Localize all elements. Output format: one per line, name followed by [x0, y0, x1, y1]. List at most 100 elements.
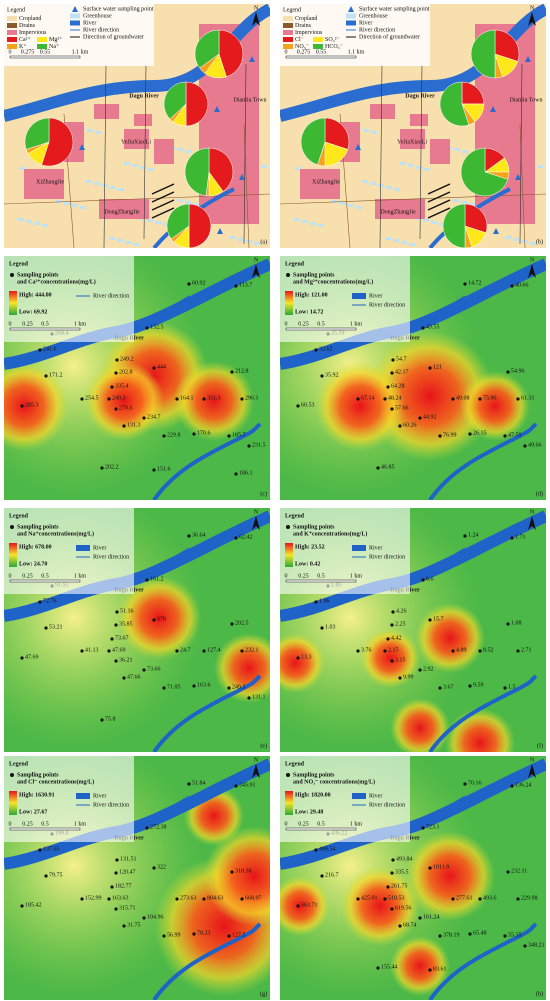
point-label: 510.53 [388, 895, 405, 901]
scale-label: 0 [285, 573, 288, 579]
greenhouse [86, 180, 92, 183]
legend-label: Direction of groundwater [83, 33, 144, 40]
sampling-point [240, 397, 244, 401]
legend-high: High: 444.00 [19, 292, 52, 298]
place-name: YeJiaXiaoLi [397, 139, 427, 145]
legend-label: and Mg²⁺concentrations(mg/L) [293, 278, 373, 285]
sampling-point [239, 174, 245, 180]
point-label: 76.99 [443, 432, 457, 438]
greenhouse [94, 182, 100, 185]
sampling-point [187, 282, 191, 286]
sampling-point [114, 407, 118, 411]
place-name: DongZhangJie [104, 209, 140, 215]
point-label: 2.25 [395, 621, 406, 627]
greenhouse [18, 218, 24, 221]
greenhouse [423, 219, 429, 222]
legend-title: Legend [9, 513, 29, 519]
sampling-point [107, 649, 111, 653]
north-arrow [528, 12, 536, 26]
point-label: 120.47 [119, 869, 136, 875]
sampling-point [187, 534, 191, 538]
hotspot [214, 633, 270, 703]
point-label: 2.71 [521, 647, 532, 653]
river [4, 4, 270, 122]
hotspot [390, 936, 450, 996]
flow-arrow [439, 795, 466, 812]
greenhouse [102, 184, 108, 187]
greenhouse [125, 241, 131, 244]
sampling-point [296, 404, 300, 408]
legend-symbol [70, 20, 80, 26]
legend-title: Legend [285, 513, 305, 519]
greenhouse [461, 201, 467, 204]
north-label: N [254, 509, 259, 515]
flow-line [243, 63, 247, 245]
greenhouse [177, 199, 183, 202]
point-label: 202.8 [119, 369, 133, 375]
sampling-point [468, 432, 472, 436]
point-label: 4.42 [391, 635, 402, 641]
legend-label: HCO₃⁻ [325, 44, 343, 50]
point-label: 51.84 [192, 780, 206, 786]
point-label: 54.7 [396, 356, 407, 362]
point-label: 127.5 [232, 932, 246, 938]
point-label: 163.63 [112, 895, 129, 901]
point-label: 54.96 [511, 368, 525, 374]
sampling-point [227, 686, 231, 690]
point-label: 161.2 [150, 576, 164, 582]
impervious [375, 199, 425, 219]
sampling-point [122, 424, 126, 428]
pie-slice [166, 203, 190, 240]
sampling-point [145, 578, 149, 582]
sampling-point [79, 144, 85, 150]
sampling-point [38, 600, 42, 604]
point-label: 202.5 [235, 620, 249, 626]
sampling-point [398, 676, 402, 680]
legend-label: Impervious [295, 30, 323, 36]
sampling-point [44, 626, 48, 630]
point-label: 378.19 [443, 932, 460, 938]
sampling-point [383, 397, 387, 401]
legend-label: Na⁺ [49, 43, 59, 50]
greenhouse [424, 168, 430, 171]
legend-symbol [352, 793, 366, 799]
sampling-point [122, 924, 126, 928]
legend-label: Drains [19, 23, 36, 29]
point-label: 9.59 [473, 682, 484, 688]
scale-label: 0.25 [22, 321, 33, 327]
greenhouse [72, 204, 78, 207]
point-label: 42.17 [395, 369, 409, 375]
impervious [410, 114, 428, 126]
sampling-point [115, 858, 119, 862]
point-label: 121 [433, 364, 442, 370]
greenhouse [140, 166, 146, 169]
sampling-point [510, 284, 514, 288]
sampling-point [107, 897, 111, 901]
point-label: 31.75 [127, 922, 141, 928]
legend-symbol [352, 545, 366, 551]
scale-label: 0.275 [297, 49, 311, 55]
legend-label: Surface water sampling point [359, 5, 430, 12]
greenhouse [514, 238, 520, 241]
legend-label: Ca²⁺ [19, 36, 31, 43]
legend-bg [4, 756, 134, 842]
panel-letter: (c) [260, 490, 267, 497]
groundwater-arrow [427, 183, 451, 195]
point-label: 8.52 [483, 647, 494, 653]
point-label: 55.35 [508, 932, 522, 938]
sampling-point [428, 366, 432, 370]
scale-label: 0 [285, 821, 288, 827]
groundwater-arrow [151, 191, 175, 203]
legend-label: River direction [83, 27, 119, 33]
legend-label: K⁺ [19, 43, 27, 50]
point-label: 131.1 [252, 694, 266, 700]
legend-high: High: 1820.00 [295, 792, 331, 798]
greenhouse [401, 241, 407, 244]
impervious [370, 104, 395, 119]
flow-line [419, 63, 423, 240]
legend-title: Legend [285, 761, 305, 767]
sampling-point [314, 600, 318, 604]
point-label: 212.8 [235, 368, 249, 374]
sampling-point [230, 370, 234, 374]
point-label: 563.71 [301, 902, 318, 908]
